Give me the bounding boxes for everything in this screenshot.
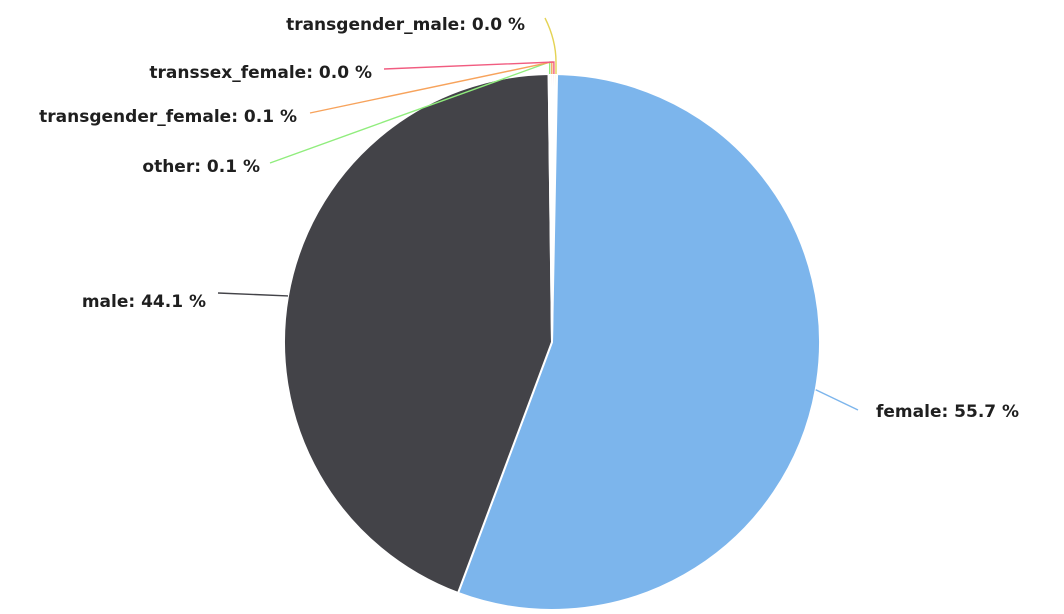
pie-slice-male[interactable] (283, 73, 554, 595)
label-female: female: 55.7 % (876, 402, 1019, 422)
leader-line-transgender-male (544, 17, 557, 75)
label-transgender-female: transgender_female: 0.1 % (39, 107, 297, 127)
leader-lines (217, 17, 859, 411)
leader-line-male (217, 292, 289, 297)
label-transsex-female: transsex_female: 0.0 % (149, 63, 372, 83)
label-transgender-male: transgender_male: 0.0 % (286, 15, 525, 35)
leader-line-transsex-female (383, 61, 555, 75)
pie-slice-female[interactable] (456, 72, 822, 611)
leader-line-female (815, 389, 859, 411)
pie-slices (283, 72, 822, 611)
label-male: male: 44.1 % (82, 292, 206, 312)
label-other: other: 0.1 % (142, 157, 260, 177)
